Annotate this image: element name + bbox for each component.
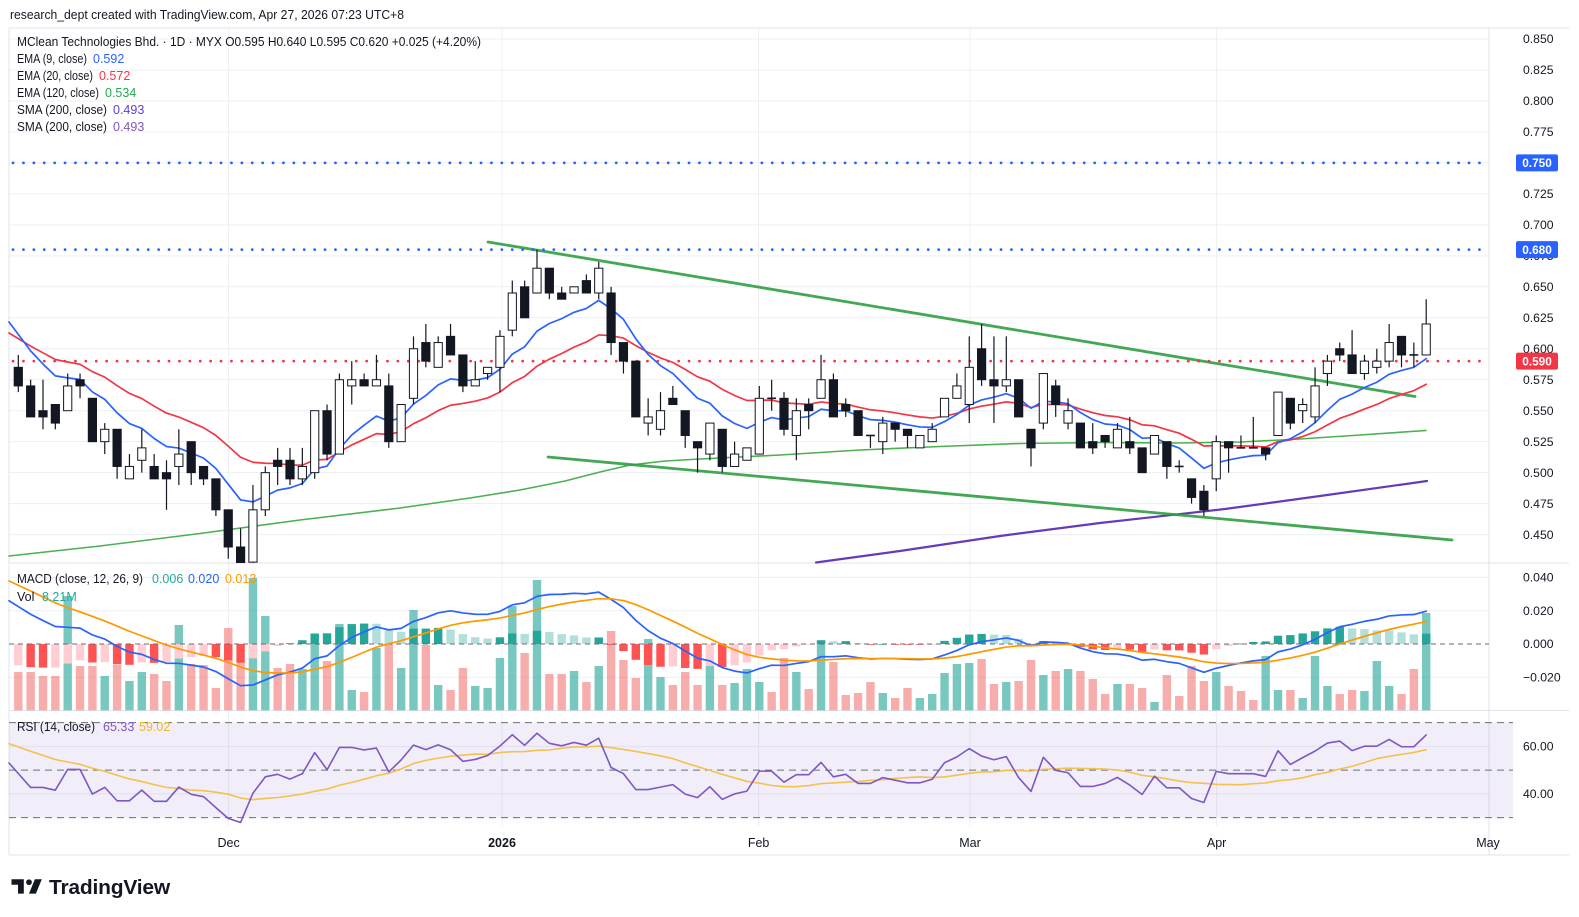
svg-text:0.000: 0.000 bbox=[1523, 637, 1554, 651]
svg-text:0.572: 0.572 bbox=[99, 69, 130, 83]
svg-text:0.680: 0.680 bbox=[1522, 243, 1552, 257]
svg-text:0.750: 0.750 bbox=[1522, 156, 1552, 170]
svg-text:0.700: 0.700 bbox=[1523, 218, 1554, 232]
svg-text:EMA (120, close): EMA (120, close) bbox=[17, 86, 99, 100]
svg-text:59.02: 59.02 bbox=[139, 720, 170, 734]
svg-text:0.493: 0.493 bbox=[113, 120, 144, 134]
svg-text:65.33: 65.33 bbox=[103, 720, 134, 734]
svg-text:0.006: 0.006 bbox=[152, 572, 183, 586]
svg-text:0.850: 0.850 bbox=[1523, 32, 1554, 46]
svg-text:SMA (200, close): SMA (200, close) bbox=[17, 120, 107, 134]
svg-text:0.775: 0.775 bbox=[1523, 125, 1554, 139]
svg-text:Apr: Apr bbox=[1207, 836, 1226, 850]
svg-text:0.650: 0.650 bbox=[1523, 280, 1554, 294]
svg-text:−0.020: −0.020 bbox=[1523, 671, 1561, 685]
svg-text:EMA (9, close): EMA (9, close) bbox=[17, 52, 87, 66]
svg-text:8.21M: 8.21M bbox=[42, 590, 77, 604]
svg-text:Vol: Vol bbox=[17, 590, 34, 604]
svg-text:MACD (close, 12, 26, 9): MACD (close, 12, 26, 9) bbox=[17, 572, 143, 586]
svg-text:60.00: 60.00 bbox=[1523, 740, 1554, 754]
svg-text:0.450: 0.450 bbox=[1523, 528, 1554, 542]
svg-text:0.020: 0.020 bbox=[188, 572, 219, 586]
svg-text:0.534: 0.534 bbox=[105, 86, 136, 100]
svg-text:May: May bbox=[1476, 836, 1500, 850]
svg-text:0.592: 0.592 bbox=[93, 52, 124, 66]
svg-text:2026: 2026 bbox=[488, 836, 516, 850]
svg-text:0.475: 0.475 bbox=[1523, 497, 1554, 511]
svg-text:0.525: 0.525 bbox=[1523, 435, 1554, 449]
svg-text:0.575: 0.575 bbox=[1523, 373, 1554, 387]
svg-text:0.040: 0.040 bbox=[1523, 571, 1554, 585]
svg-text:0.600: 0.600 bbox=[1523, 342, 1554, 356]
svg-text:EMA (20, close): EMA (20, close) bbox=[17, 69, 93, 83]
svg-text:RSI (14, close): RSI (14, close) bbox=[17, 720, 95, 734]
svg-text:0.800: 0.800 bbox=[1523, 94, 1554, 108]
svg-text:0.625: 0.625 bbox=[1523, 311, 1554, 325]
svg-text:Mar: Mar bbox=[959, 836, 981, 850]
svg-text:MClean Technologies Bhd. · 1D: MClean Technologies Bhd. · 1D · MYX O0.5… bbox=[17, 35, 481, 49]
svg-text:SMA (200, close): SMA (200, close) bbox=[17, 103, 107, 117]
svg-text:0.825: 0.825 bbox=[1523, 63, 1554, 77]
svg-text:0.493: 0.493 bbox=[113, 103, 144, 117]
svg-text:research_dept created with Tra: research_dept created with TradingView.c… bbox=[10, 8, 404, 22]
svg-text:0.013: 0.013 bbox=[225, 572, 256, 586]
svg-text:0.500: 0.500 bbox=[1523, 466, 1554, 480]
svg-text:0.725: 0.725 bbox=[1523, 187, 1554, 201]
svg-text:0.020: 0.020 bbox=[1523, 604, 1554, 618]
svg-text:Dec: Dec bbox=[217, 836, 239, 850]
svg-text:Feb: Feb bbox=[748, 836, 770, 850]
svg-text:0.550: 0.550 bbox=[1523, 404, 1554, 418]
svg-text:40.00: 40.00 bbox=[1523, 787, 1554, 801]
svg-text:TradingView: TradingView bbox=[49, 876, 170, 899]
svg-text:0.590: 0.590 bbox=[1522, 354, 1552, 368]
